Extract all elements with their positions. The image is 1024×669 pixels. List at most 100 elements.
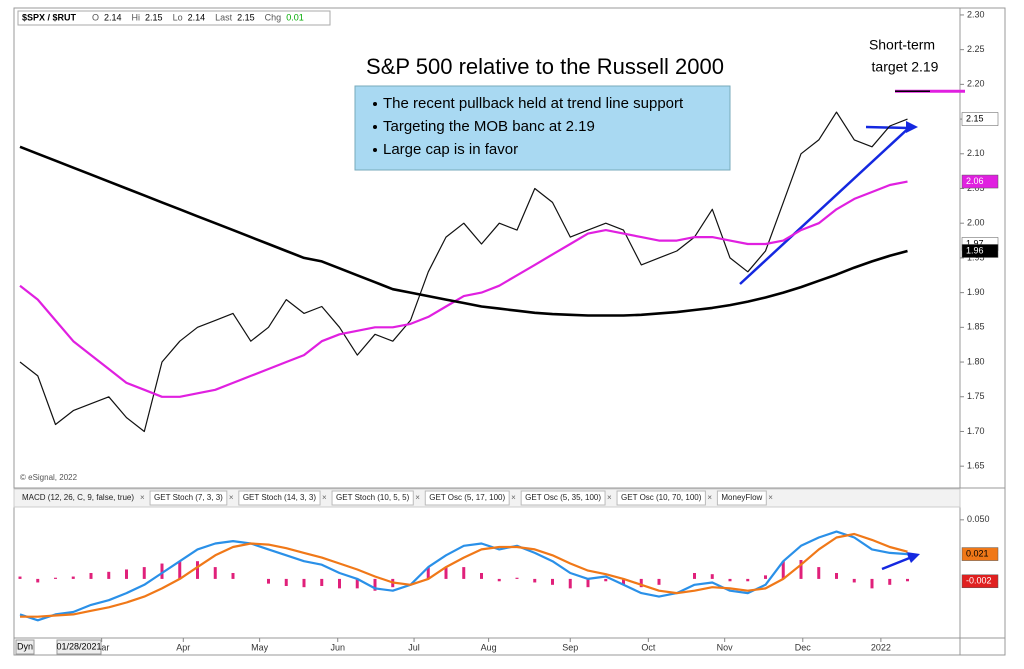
tab-label[interactable]: GET Stoch (7, 3, 3) (154, 493, 223, 502)
tab-close: × (415, 493, 420, 502)
histogram-bar (533, 578, 537, 583)
y-tick-label: 2.20 (967, 79, 985, 89)
histogram-bar (89, 573, 93, 579)
target-label: target 2.19 (872, 59, 939, 75)
histogram-bar (125, 569, 128, 579)
price-tag (961, 174, 999, 189)
histogram-bar (657, 578, 661, 585)
arrow-head (906, 121, 918, 133)
histogram-bar (231, 573, 235, 579)
mode-label: Dyn (17, 641, 33, 651)
histogram-bar (551, 578, 554, 585)
x-tick-label: Dec (795, 642, 812, 652)
tab-label[interactable]: GET Stoch (14, 3, 3) (243, 493, 317, 502)
chart-title: S&P 500 relative to the Russell 2000 (366, 54, 724, 79)
histogram-bar (515, 577, 519, 579)
header-field-label: Last (215, 12, 233, 22)
bullet-text: The recent pullback held at trend line s… (383, 95, 684, 112)
header-symbol: $SPX / $RUT (22, 12, 77, 22)
y-tick-label: 0.050 (967, 514, 990, 524)
tab-label[interactable]: MACD (12, 26, C, 9, false, true) (22, 493, 134, 502)
y-tick-label: 2.00 (967, 218, 985, 228)
tab-close: × (707, 493, 712, 502)
x-tick-label: Oct (641, 642, 656, 652)
y-tick-label: 2.25 (967, 44, 985, 54)
tab-close: × (229, 493, 234, 502)
header-field-value: 0.01 (286, 12, 304, 22)
date-box[interactable] (56, 639, 102, 655)
tab[interactable] (520, 490, 606, 506)
bullet (373, 102, 377, 106)
x-tick-label: Mar (94, 642, 110, 652)
histogram-bar (835, 573, 838, 579)
tab[interactable] (238, 490, 321, 506)
tab[interactable] (149, 490, 228, 506)
tab-label[interactable]: GET Osc (5, 35, 100) (525, 493, 601, 502)
histogram-bar (817, 567, 821, 579)
tab-label[interactable]: GET Stoch (10, 5, 5) (336, 493, 410, 502)
tab[interactable] (716, 490, 767, 506)
y-tick-label: 1.75 (967, 391, 985, 401)
histogram-bar (426, 567, 430, 579)
mode-box[interactable] (15, 639, 35, 655)
histogram-bar (107, 571, 111, 579)
tab-label[interactable]: GET Osc (5, 17, 100) (429, 493, 505, 502)
price-tag-label: 1.96 (966, 245, 984, 255)
series-line (19, 111, 908, 433)
histogram-bar (142, 567, 146, 579)
histogram-bar (338, 578, 341, 589)
trend-line (865, 125, 909, 130)
tab-label[interactable]: MoneyFlow (721, 493, 762, 502)
trend-line (739, 124, 913, 285)
bullet-box (354, 85, 731, 171)
histogram-bar (799, 560, 803, 579)
series-line (19, 180, 908, 398)
trend-arrow (881, 555, 913, 571)
tab-label[interactable]: GET Osc (10, 70, 100) (621, 493, 702, 502)
bullet-text: Large cap is in favor (383, 141, 518, 158)
tab-close: × (322, 493, 327, 502)
header-field-value: 2.14 (104, 12, 122, 22)
y-tick-label: 2.10 (967, 148, 985, 158)
price-tag-label: 2.15 (966, 113, 984, 123)
histogram-bar (284, 578, 288, 586)
histogram-bar (586, 578, 590, 588)
series-line (20, 532, 908, 618)
header-field-label: O (92, 12, 99, 22)
y-tick-label: 1.70 (967, 426, 985, 436)
bullet (373, 125, 377, 129)
histogram-bar (36, 578, 40, 583)
y-tick-label: 2.30 (967, 9, 985, 19)
header-field-label: Chg (265, 12, 282, 22)
arrow-head (906, 552, 920, 563)
histogram-bar (568, 578, 572, 589)
tab-close: × (607, 493, 612, 502)
x-tick-label: 2022 (871, 642, 891, 652)
histogram-bar (178, 561, 182, 579)
histogram-bar (497, 578, 501, 582)
tab[interactable] (424, 490, 510, 506)
histogram-bar (622, 578, 625, 585)
price-tag (961, 574, 999, 589)
x-tick-label: Jul (408, 642, 420, 652)
header-field-label: Hi (132, 12, 141, 22)
histogram-bar (373, 578, 377, 591)
histogram-bar (355, 578, 359, 589)
histogram-bar (267, 578, 270, 584)
header-field-value: 2.14 (188, 12, 206, 22)
price-tag (961, 112, 999, 126)
price-tag-label: 2.06 (966, 176, 984, 186)
histogram-bar (444, 567, 448, 579)
target-label: Short-term (869, 37, 935, 53)
histogram-bar (71, 576, 75, 579)
histogram-bar (764, 575, 767, 579)
tab[interactable] (616, 490, 706, 506)
histogram-bar (302, 578, 306, 588)
histogram-bar (18, 576, 22, 579)
histogram-bar (54, 577, 57, 579)
tab[interactable] (331, 490, 414, 506)
x-tick-label: Nov (717, 642, 734, 652)
series-line (19, 145, 908, 317)
y-tick-label: 1.85 (967, 322, 985, 332)
